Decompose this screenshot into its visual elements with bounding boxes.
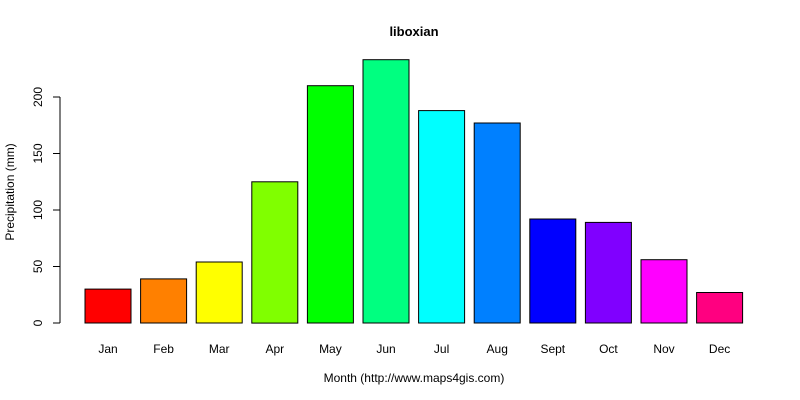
bar-nov (640, 259, 688, 324)
y-axis: 0 50 100 150 200 (31, 87, 61, 326)
y-tick-label: 50 (31, 260, 45, 274)
x-tick-label: Aug (487, 342, 508, 356)
bar-jul (418, 110, 466, 324)
y-axis-title: Precipitation (mm) (3, 143, 17, 240)
bar-mar (195, 261, 243, 324)
y-tick-label: 100 (31, 200, 45, 220)
x-tick-label: Jun (376, 342, 395, 356)
x-axis-title: Month (http://www.maps4gis.com) (324, 371, 505, 385)
chart-title: liboxian (389, 24, 438, 39)
bar-aug (473, 122, 521, 324)
bar-sept (529, 218, 577, 324)
x-tick-label: Oct (599, 342, 618, 356)
x-axis: Jan Feb Mar Apr May Jun Jul Aug Sept Oct Nov Dec (98, 342, 730, 356)
y-tick-label: 200 (31, 87, 45, 107)
bar-feb (140, 278, 188, 324)
x-tick-label: Apr (265, 342, 284, 356)
x-tick-label: May (319, 342, 342, 356)
x-tick-label: Mar (209, 342, 230, 356)
bar-dec (696, 292, 744, 324)
x-tick-label: Jan (98, 342, 117, 356)
x-tick-label: Sept (540, 342, 565, 356)
y-tick-label: 150 (31, 143, 45, 163)
bar-may (306, 85, 354, 324)
x-tick-label: Feb (153, 342, 174, 356)
bar-jun (362, 59, 410, 324)
x-tick-label: Jul (434, 342, 449, 356)
bar-apr (251, 181, 299, 324)
bar-oct (584, 221, 632, 324)
x-tick-label: Dec (709, 342, 730, 356)
y-tick-label: 0 (31, 319, 45, 326)
bar-jan (84, 288, 132, 324)
bars-group (84, 59, 744, 324)
x-tick-label: Nov (653, 342, 674, 356)
